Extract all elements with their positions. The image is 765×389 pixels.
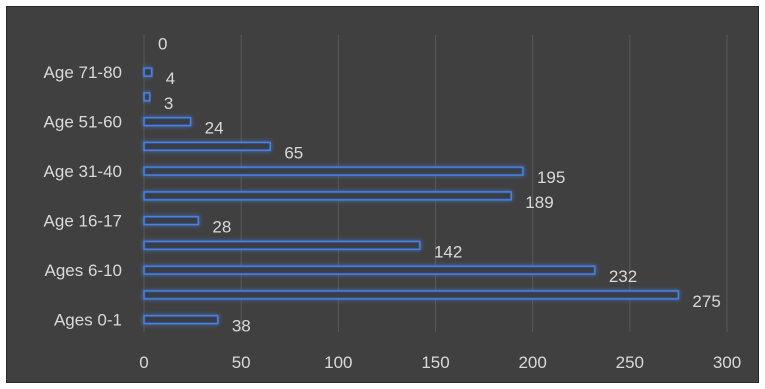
category-label: Age 16-17 xyxy=(44,212,122,231)
data-label: 24 xyxy=(205,119,224,138)
data-label: 3 xyxy=(164,94,173,113)
category-label: Ages 0-1 xyxy=(54,311,122,330)
bar-core xyxy=(145,218,197,224)
chart-area: 0 50 100 150 200 250 300 38 Ages 0-1 275 232 Ages 6… xyxy=(6,6,759,383)
x-tick-label: 250 xyxy=(616,353,644,372)
data-label: 275 xyxy=(692,292,720,311)
bar-core xyxy=(145,94,149,100)
data-label: 0 xyxy=(158,34,167,53)
data-label: 195 xyxy=(537,168,565,187)
category-label: Ages 6-10 xyxy=(45,261,123,280)
x-tick-label: 300 xyxy=(713,353,741,372)
category-label: Age 51-60 xyxy=(44,113,122,132)
x-tick-label: 200 xyxy=(518,353,546,372)
data-label: 189 xyxy=(525,193,553,212)
data-label: 38 xyxy=(232,317,251,336)
bar-core xyxy=(145,242,419,248)
bar-core xyxy=(145,267,594,273)
category-label: Age 71-80 xyxy=(44,63,122,82)
bar-core xyxy=(145,317,217,323)
bar-core xyxy=(145,292,677,298)
data-label: 4 xyxy=(166,69,175,88)
bar-core xyxy=(145,119,190,125)
bar-core xyxy=(145,193,510,199)
bar-core xyxy=(145,168,522,174)
x-tick-label: 50 xyxy=(232,353,251,372)
bar-core xyxy=(145,69,151,75)
data-label: 28 xyxy=(212,218,231,237)
data-label: 142 xyxy=(434,242,462,261)
bar-core xyxy=(145,143,269,149)
data-label: 232 xyxy=(609,267,637,286)
x-tick-label: 0 xyxy=(139,353,148,372)
x-tick-label: 150 xyxy=(421,353,449,372)
data-label: 65 xyxy=(284,143,303,162)
category-label: Age 31-40 xyxy=(44,162,122,181)
bar-chart: 0 50 100 150 200 250 300 38 Ages 0-1 275 232 Ages 6… xyxy=(44,34,742,372)
x-tick-label: 100 xyxy=(324,353,352,372)
